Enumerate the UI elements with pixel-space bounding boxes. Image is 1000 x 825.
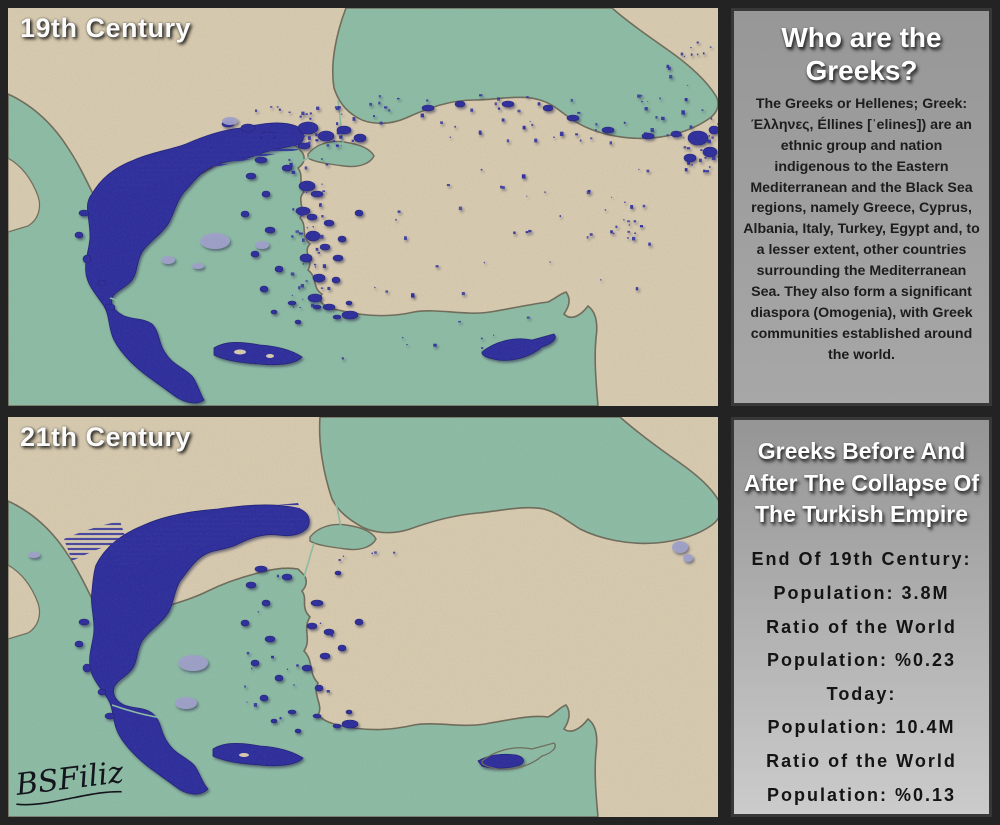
stats-panel: Greeks Before And After The Collapse Of … [731, 417, 992, 817]
terrain-texture [8, 417, 718, 817]
stat-line: Population: 10.4M [767, 717, 956, 738]
signature-flourish [16, 790, 125, 806]
about-panel-body: The Greeks or Hellenes; Greek: Έλληνες, … [743, 96, 980, 363]
who-are-the-greeks-panel: Who are the Greeks? The Greeks or Hellen… [731, 8, 992, 406]
terrain-texture [8, 8, 718, 406]
map-19th-svg [8, 8, 718, 406]
stat-line: Population: %0.13 [766, 784, 957, 805]
artist-signature: BSFiliz [14, 755, 125, 806]
map-21th-century: 21th Century BSFiliz [8, 417, 718, 817]
stats-lines: End Of 19th Century: Population: 3.8M Rati… [741, 543, 982, 812]
stat-line: Population: %0.23 [766, 650, 957, 671]
stat-line: End Of 19th Century: [751, 549, 972, 570]
stat-line: Ratio of the World [766, 751, 957, 772]
stat-line: Today: [826, 683, 897, 704]
map-21th-svg [8, 417, 718, 817]
stat-line: Ratio of the World [766, 616, 957, 637]
stat-line: Population: 3.8M [773, 582, 950, 603]
stats-panel-title: Greeks Before And After The Collapse Of … [743, 438, 980, 528]
map-19th-century: 19th Century [8, 8, 718, 406]
map-label-19th: 19th Century [20, 13, 192, 43]
about-panel-title: Who are the Greeks? [781, 22, 942, 87]
map-label-21th: 21th Century [20, 422, 192, 452]
